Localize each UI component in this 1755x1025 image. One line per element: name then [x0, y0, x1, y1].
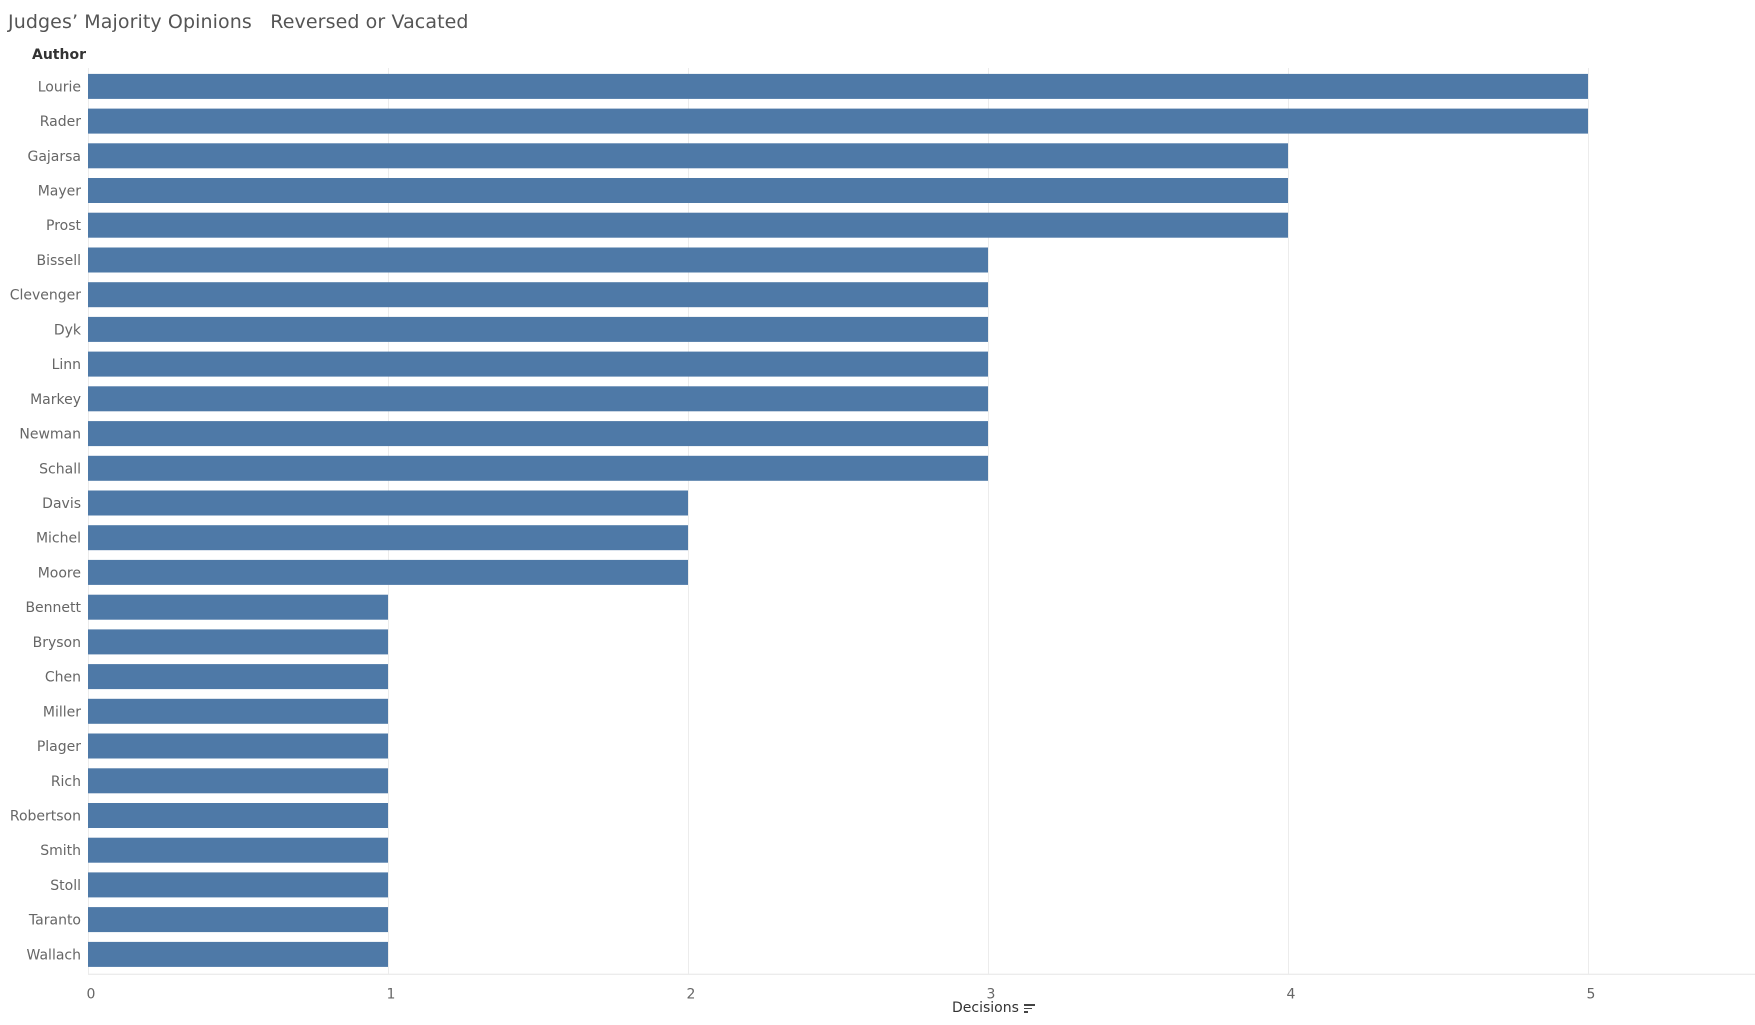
sort-descending-icon[interactable] — [1023, 1003, 1036, 1013]
bar-miller[interactable] — [88, 698, 388, 724]
bar-gajarsa[interactable] — [88, 143, 1288, 169]
category-label-rich[interactable]: Rich — [51, 774, 81, 790]
category-label-clevenger[interactable]: Clevenger — [10, 288, 82, 304]
category-label-schall[interactable]: Schall — [39, 461, 81, 477]
category-label-michel[interactable]: Michel — [36, 531, 81, 547]
bar-michel[interactable] — [88, 525, 688, 551]
chart-title: Judges’ Majority Opinions Reversed or Va… — [8, 11, 469, 33]
x-tick-label-4: 4 — [1287, 987, 1296, 1003]
bar-lourie[interactable] — [88, 73, 1588, 99]
x-tick-label-5: 5 — [1587, 987, 1596, 1003]
bar-stoll[interactable] — [88, 872, 388, 898]
bar-plager[interactable] — [88, 733, 388, 759]
category-label-lourie[interactable]: Lourie — [38, 79, 81, 95]
category-label-bryson[interactable]: Bryson — [33, 635, 81, 651]
bar-wallach[interactable] — [88, 941, 388, 967]
category-label-mayer[interactable]: Mayer — [38, 184, 82, 200]
bar-dyk[interactable] — [88, 316, 988, 342]
bar-bennett[interactable] — [88, 594, 388, 620]
x-axis-title[interactable]: Decisions — [952, 1000, 1036, 1016]
bar-chen[interactable] — [88, 664, 388, 690]
bar-smith[interactable] — [88, 837, 388, 863]
bar-bissell[interactable] — [88, 247, 988, 273]
bar-prost[interactable] — [88, 212, 1288, 238]
bar-rader[interactable] — [88, 108, 1588, 134]
category-label-moore[interactable]: Moore — [38, 565, 81, 581]
x-tick-label-1: 1 — [387, 987, 396, 1003]
bar-markey[interactable] — [88, 386, 988, 412]
category-label-taranto[interactable]: Taranto — [28, 913, 81, 929]
bars — [88, 73, 1588, 967]
x-tick-label-2: 2 — [687, 987, 696, 1003]
x-axis-ticks: 0 1 2 3 4 5 — [87, 987, 1596, 1003]
category-label-robertson[interactable]: Robertson — [10, 809, 81, 825]
bar-linn[interactable] — [88, 351, 988, 377]
bar-newman[interactable] — [88, 421, 988, 447]
category-label-rader[interactable]: Rader — [40, 114, 81, 130]
category-label-bissell[interactable]: Bissell — [37, 253, 81, 269]
row-header-author[interactable]: Author — [32, 47, 86, 63]
bar-bryson[interactable] — [88, 629, 388, 655]
category-label-miller[interactable]: Miller — [43, 704, 81, 720]
bar-rich[interactable] — [88, 768, 388, 794]
category-labels: Lourie Rader Gajarsa Mayer Prost Bissell Cleve… — [10, 79, 82, 963]
category-label-wallach[interactable]: Wallach — [27, 947, 81, 963]
bar-mayer[interactable] — [88, 178, 1288, 203]
bar-davis[interactable] — [88, 490, 688, 516]
bar-moore[interactable] — [88, 559, 688, 585]
category-label-markey[interactable]: Markey — [30, 392, 81, 408]
x-axis-label: Decisions — [952, 1000, 1019, 1016]
x-tick-label-0: 0 — [87, 987, 96, 1003]
bar-schall[interactable] — [88, 455, 988, 481]
category-label-gajarsa[interactable]: Gajarsa — [27, 149, 81, 165]
category-label-bennett[interactable]: Bennett — [25, 600, 81, 616]
category-label-newman[interactable]: Newman — [19, 427, 81, 443]
bar-clevenger[interactable] — [88, 282, 988, 308]
category-label-chen[interactable]: Chen — [45, 670, 81, 686]
category-label-plager[interactable]: Plager — [37, 739, 81, 755]
category-label-smith[interactable]: Smith — [40, 843, 81, 859]
bar-taranto[interactable] — [88, 907, 388, 933]
category-label-dyk[interactable]: Dyk — [54, 322, 82, 338]
category-label-linn[interactable]: Linn — [52, 357, 81, 373]
category-label-davis[interactable]: Davis — [42, 496, 81, 512]
bar-robertson[interactable] — [88, 803, 388, 828]
x-tick-label-3: 3 — [987, 987, 996, 1003]
category-label-prost[interactable]: Prost — [46, 218, 82, 234]
category-label-stoll[interactable]: Stoll — [50, 878, 81, 894]
